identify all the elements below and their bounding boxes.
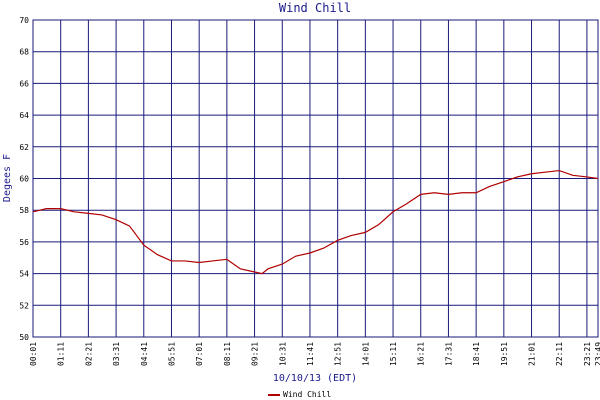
x-tick-label: 14:01 — [361, 342, 370, 366]
y-tick-label: 52 — [19, 301, 29, 310]
x-tick-label: 00:01 — [29, 342, 38, 366]
x-tick-label: 17:31 — [444, 342, 453, 366]
y-tick-label: 50 — [19, 333, 29, 342]
y-axis-title: Degees F — [2, 154, 13, 202]
x-tick-label: 23:49 — [594, 342, 600, 366]
y-tick-label: 58 — [19, 206, 29, 215]
x-tick-label: 18:41 — [472, 342, 481, 366]
x-tick-label: 07:01 — [195, 342, 204, 366]
y-tick-label: 66 — [19, 79, 29, 88]
x-tick-label: 05:51 — [167, 342, 176, 366]
x-tick-label: 08:11 — [223, 342, 232, 366]
x-tick-label: 12:51 — [334, 342, 343, 366]
x-tick-label: 01:11 — [57, 342, 66, 366]
y-tick-label: 68 — [19, 48, 29, 57]
x-tick-label: 10:31 — [278, 342, 287, 366]
x-tick-label: 04:41 — [140, 342, 149, 366]
x-tick-label: 02:21 — [84, 342, 93, 366]
x-tick-label: 11:41 — [306, 342, 315, 366]
x-tick-label: 09:21 — [251, 342, 260, 366]
y-tick-label: 60 — [19, 175, 29, 184]
y-tick-label: 64 — [19, 111, 29, 120]
y-tick-label: 62 — [19, 143, 29, 152]
y-tick-label: 56 — [19, 238, 29, 247]
x-tick-label: 21:01 — [528, 342, 537, 366]
legend-label: Wind Chill — [283, 390, 331, 399]
data-line — [32, 169, 599, 275]
x-tick-label: 03:31 — [112, 342, 121, 366]
chart-title: Wind Chill — [279, 1, 351, 15]
x-axis-title: 10/10/13 (EDT) — [273, 373, 357, 384]
x-tick-label: 15:11 — [389, 342, 398, 366]
x-tick-label: 22:11 — [555, 342, 564, 366]
y-tick-label: 54 — [19, 270, 29, 279]
x-tick-label: 23:21 — [583, 342, 592, 366]
x-tick-label: 19:51 — [500, 342, 509, 366]
x-tick-label: 16:21 — [417, 342, 426, 366]
y-tick-label: 70 — [19, 16, 29, 25]
